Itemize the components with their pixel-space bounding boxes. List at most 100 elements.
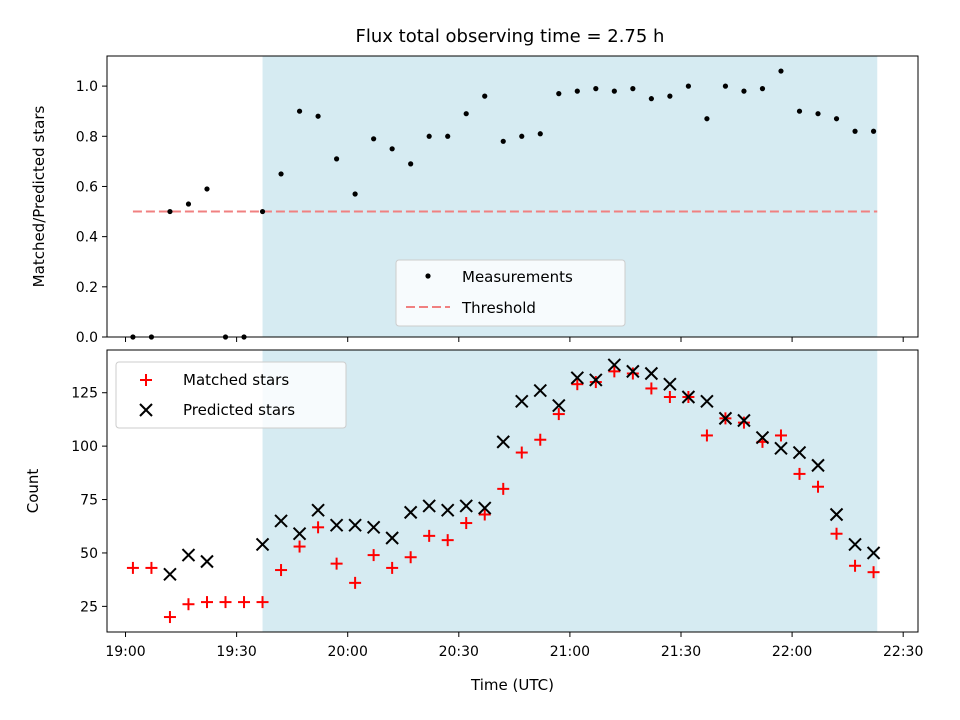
predicted-star-point	[274, 514, 288, 528]
measurement-point	[630, 86, 636, 92]
predicted-star-point	[570, 371, 585, 385]
predicted-star-point	[589, 373, 603, 387]
bottom-shaded-region	[262, 350, 878, 632]
matched-star-point	[478, 508, 491, 521]
predicted-star-point	[311, 503, 325, 517]
matched-star-point	[608, 365, 621, 378]
legend-measurements-label: Measurements	[462, 268, 573, 286]
measurement-point	[296, 108, 303, 114]
measurement-point	[722, 83, 729, 89]
predicted-star-point	[792, 445, 807, 460]
top-y-ticks: 0.0 0.2 0.4 0.6 0.8 1.0	[76, 79, 107, 346]
bottom-y-tick-label: 50	[80, 546, 98, 562]
predicted-star-point	[848, 537, 862, 552]
matched-star-point	[349, 576, 362, 589]
matched-star-point	[126, 561, 139, 574]
matched-star-point	[793, 467, 806, 480]
matched-star-point	[849, 559, 862, 572]
predicted-star-point	[181, 548, 196, 562]
predicted-star-point	[422, 499, 436, 513]
top-y-axis-label: Matched/Predicted stars	[30, 106, 48, 288]
top-y-tick-label: 0.6	[76, 179, 98, 195]
measurement-point	[482, 93, 488, 99]
matched-star-point	[200, 596, 213, 609]
predicted-star-point	[403, 505, 418, 520]
matched-star-point	[404, 551, 417, 564]
top-y-tick-label: 1.0	[76, 79, 98, 95]
legend-threshold-label: Threshold	[461, 299, 536, 317]
measurement-point	[463, 111, 469, 117]
predicted-star-point	[774, 441, 788, 455]
bottom-matched-points	[126, 365, 880, 624]
matched-star-point	[386, 561, 399, 574]
bottom-x-tick-label: 21:00	[550, 644, 590, 660]
measurement-point	[741, 88, 747, 94]
measurement-point	[500, 138, 506, 144]
matched-star-point	[275, 564, 288, 577]
predicted-star-point	[459, 499, 473, 513]
top-y-tick-label: 0.8	[76, 129, 98, 145]
measurement-point	[167, 208, 173, 215]
matched-star-point	[700, 429, 713, 442]
matched-star-point	[441, 534, 454, 547]
measurement-point	[389, 146, 395, 152]
bottom-x-tick-label: 20:30	[439, 644, 479, 660]
measurement-point	[870, 128, 877, 134]
matched-star-point	[367, 549, 380, 562]
bottom-y-axis-label: Count	[24, 469, 42, 514]
predicted-star-point	[718, 411, 733, 426]
bottom-x-ticks: 19:00 19:30 20:00 20:30 21:00 21:30 22:00 22:30	[105, 632, 923, 660]
predicted-star-point	[200, 554, 214, 569]
bottom-y-tick-label: 75	[80, 493, 98, 509]
matched-star-point	[812, 480, 825, 493]
measurement-point	[778, 68, 784, 74]
matched-star-point	[589, 376, 602, 389]
matched-star-point	[663, 391, 676, 403]
matched-star-point	[571, 378, 584, 391]
bottom-panel: 25 50 75 100 125 19:00 19:30 20:00 20:30 21:00 21…	[24, 349, 923, 694]
bottom-x-axis-label: Time (UTC)	[470, 676, 554, 694]
bottom-legend-box	[115, 361, 347, 429]
measurement-point	[315, 113, 321, 119]
matched-star-point	[312, 521, 325, 534]
measurement-point	[426, 133, 432, 139]
measurement-point	[259, 208, 266, 215]
measurement-point	[574, 88, 580, 94]
matched-star-point	[737, 416, 750, 429]
measurement-point	[815, 111, 821, 117]
legend-measurements-marker	[425, 273, 431, 279]
predicted-star-point	[829, 507, 844, 522]
bottom-y-tick-label: 125	[71, 386, 98, 402]
measurement-point	[445, 133, 451, 139]
top-legend: Measurements Threshold	[395, 259, 626, 327]
measurement-point	[278, 171, 284, 177]
predicted-star-point	[329, 518, 344, 532]
matched-star-point	[145, 561, 158, 574]
bottom-x-tick-label: 19:00	[105, 644, 145, 660]
matched-star-point	[867, 566, 880, 579]
predicted-star-point	[533, 383, 547, 398]
measurement-point	[185, 201, 192, 207]
bottom-legend: Matched stars Predicted stars	[115, 361, 347, 429]
measurement-point	[852, 128, 858, 134]
legend-predicted-label: Predicted stars	[183, 401, 295, 419]
matched-star-point	[460, 517, 473, 530]
matched-star-point	[774, 429, 787, 442]
top-legend-box	[395, 259, 626, 327]
matched-star-point	[515, 446, 528, 459]
bottom-y-tick-label: 25	[80, 599, 98, 615]
legend-predicted-marker	[139, 403, 153, 417]
bottom-x-tick-label: 19:30	[216, 644, 256, 660]
measurement-point	[537, 131, 543, 137]
measurement-point	[796, 108, 803, 114]
top-y-tick-label: 0.0	[76, 330, 98, 346]
chart-title: Flux total observing time = 2.75 h	[356, 26, 665, 47]
top-y-tick-label: 0.2	[76, 280, 98, 296]
predicted-star-point	[552, 398, 566, 413]
measurement-point	[611, 88, 617, 94]
measurement-point	[352, 191, 358, 197]
predicted-star-point	[385, 531, 399, 545]
top-x-ticks	[125, 337, 904, 342]
predicted-star-point	[496, 435, 510, 449]
